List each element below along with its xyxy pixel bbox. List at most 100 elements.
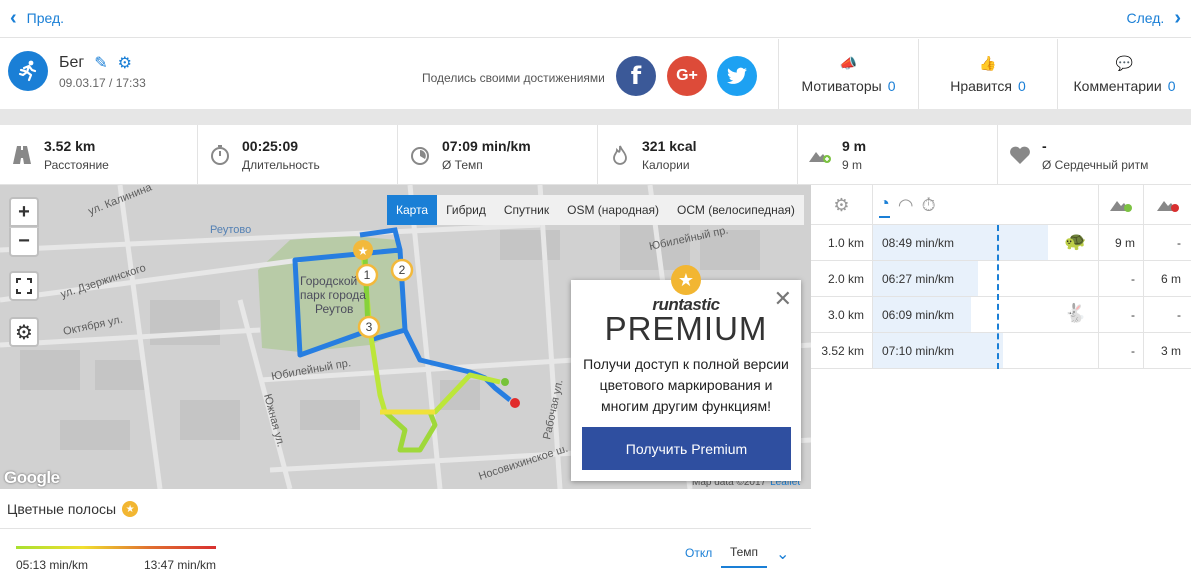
facebook-share-button[interactable]: f (616, 56, 656, 96)
map-label-park1: Городской (300, 274, 357, 288)
activity-title-text: Бег (59, 54, 85, 71)
color-bars-title-text: Цветные полосы (7, 501, 117, 517)
color-mode-pace-tab[interactable]: Темп (721, 536, 767, 568)
zoom-out-button[interactable]: − (9, 227, 39, 257)
splits-column-divider (872, 225, 873, 369)
divider (0, 528, 811, 529)
comments-label: Комментарии (1073, 78, 1162, 94)
facebook-icon: f (630, 62, 642, 90)
comments-counter[interactable]: 💬 Комментарии 0 (1057, 39, 1191, 109)
map-label-park3: Реутов (315, 302, 353, 316)
chevron-down-icon[interactable]: ⌄ (776, 546, 790, 563)
prev-label: Пред. (26, 10, 65, 26)
comment-icon: 💬 (1115, 55, 1134, 71)
activity-title: Бег ✎ ⚙ (59, 53, 132, 73)
split-distance: 3.52 km (821, 344, 864, 358)
running-icon (8, 51, 48, 91)
premium-title: PREMIUM (604, 310, 768, 347)
road-icon (10, 143, 34, 167)
google-plus-share-button[interactable]: G+ (667, 56, 707, 96)
stopwatch-icon[interactable]: ⏱ (921, 194, 936, 215)
tab-hybrid[interactable]: Гибрид (446, 203, 486, 217)
stat-duration-value: 00:25:09 (242, 138, 299, 154)
speedometer-icon[interactable]: ◠ (897, 194, 914, 215)
likes-counter[interactable]: 👍 Нравится 0 (918, 39, 1057, 109)
rabbit-icon: 🐇 (1064, 303, 1087, 323)
elevation-gain-header (1098, 185, 1143, 225)
split-elevation-gain: - (1098, 261, 1143, 296)
heart-icon (1008, 143, 1032, 167)
stat-calories-label: Калории (642, 158, 690, 172)
average-pace-line (997, 225, 999, 369)
map-settings-button[interactable]: ⚙ (9, 317, 39, 347)
chevron-right-icon: › (1174, 7, 1181, 29)
activity-datetime: 09.03.17 / 17:33 (59, 76, 146, 90)
top-navigation: ‹ Пред. След. › (0, 0, 1191, 38)
splits-settings-button[interactable]: ⚙ (811, 185, 872, 225)
split-elevation-gain: - (1098, 333, 1143, 368)
leaflet-link[interactable]: Leaflet (770, 477, 801, 488)
stat-duration-label: Длительность (242, 158, 320, 172)
split-elevation-loss: - (1143, 297, 1191, 332)
map-type-tabs: Карта Гибрид Спутник OSM (народная) ОСМ … (387, 195, 804, 225)
elevation-loss-header (1143, 185, 1191, 225)
pace-icon[interactable]: ◔ (879, 193, 890, 218)
elevation-icon (808, 143, 832, 167)
fullscreen-button[interactable] (9, 271, 39, 301)
activity-header: Бег ✎ ⚙ 09.03.17 / 17:33 Поделись своими… (0, 39, 1191, 109)
stat-heart-rate-label: Ø Сердечный ритм (1042, 158, 1149, 172)
star-icon: ★ (671, 265, 701, 295)
color-mode-off-button[interactable]: Откл (685, 546, 713, 560)
stat-calories: 321 kcal Калории (598, 125, 798, 185)
stat-distance: 3.52 km Расстояние (0, 125, 198, 185)
tab-map[interactable]: Карта (387, 195, 438, 225)
pace-max-label: 13:47 min/km (144, 558, 217, 572)
thumbs-up-icon: 👍 (979, 55, 997, 71)
stat-elevation-value: 9 m (842, 138, 867, 154)
splits-table: ⚙ ◔ ◠ ⏱ 1.0 km 08:49 min/km 🐢 9 m - 2.0 … (811, 185, 1191, 370)
close-icon[interactable]: ✕ (773, 286, 792, 311)
split-elevation-gain: - (1098, 297, 1143, 332)
fullscreen-icon (16, 278, 32, 294)
stat-heart-rate-value: - (1042, 138, 1047, 154)
pace-gradient-legend (16, 546, 216, 549)
split-pace: 06:27 min/km (882, 272, 955, 286)
tab-osm-cycle[interactable]: ОСМ (велосипедная) (677, 203, 795, 217)
zoom-in-button[interactable]: + (9, 197, 39, 227)
map-label-park2: парк города (300, 288, 366, 302)
split-distance: 3.0 km (827, 308, 864, 322)
pace-icon (408, 143, 432, 167)
stopwatch-icon (208, 143, 232, 167)
prev-activity-link[interactable]: ‹ Пред. (10, 7, 65, 29)
stat-duration: 00:25:09 Длительность (198, 125, 398, 185)
stat-heart-rate: - Ø Сердечный ритм (998, 125, 1191, 185)
google-logo: Google (4, 468, 60, 487)
tab-satellite[interactable]: Спутник (503, 203, 550, 217)
next-activity-link[interactable]: След. › (1126, 7, 1182, 29)
tab-osm-public[interactable]: OSM (народная) (567, 203, 659, 217)
likes-count: 0 (1017, 78, 1026, 94)
separator-bar (0, 109, 1191, 125)
stats-bar: 3.52 km Расстояние 00:25:09 Длительность… (0, 125, 1191, 185)
share-label: Поделись своими достижениями (422, 71, 605, 85)
stat-distance-value: 3.52 km (44, 138, 96, 154)
next-label: След. (1126, 10, 1165, 26)
map-data-text: Map data ©2017 (692, 477, 767, 488)
split-pace-bar (872, 225, 1048, 260)
motivators-counter[interactable]: 📣 Мотиваторы 0 (778, 39, 918, 109)
km-marker-2: 2 (399, 263, 406, 277)
pencil-icon[interactable]: ✎ (94, 55, 108, 72)
map-attribution: Map data ©2017 Leaflet (692, 477, 800, 488)
gear-icon: ⚙ (15, 321, 33, 344)
get-premium-button[interactable]: Получить Premium (582, 427, 791, 470)
elevation-loss-icon (1156, 201, 1179, 212)
table-row: 3.52 km 07:10 min/km - 3 m (811, 333, 1191, 369)
stat-pace: 07:09 min/km Ø Темп (398, 125, 598, 185)
twitter-share-button[interactable] (717, 56, 757, 96)
stat-pace-value: 07:09 min/km (442, 138, 531, 154)
gear-icon[interactable]: ⚙ (117, 55, 132, 72)
map-label-reutovo: Реутово (210, 224, 251, 236)
star-icon: ★ (122, 501, 139, 517)
chevron-left-icon: ‹ (10, 7, 17, 29)
split-pace: 07:10 min/km (882, 344, 955, 358)
